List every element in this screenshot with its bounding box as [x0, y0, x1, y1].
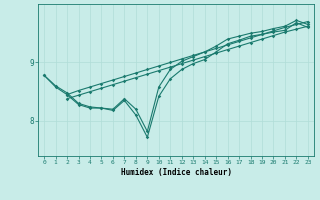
X-axis label: Humidex (Indice chaleur): Humidex (Indice chaleur)	[121, 168, 231, 177]
